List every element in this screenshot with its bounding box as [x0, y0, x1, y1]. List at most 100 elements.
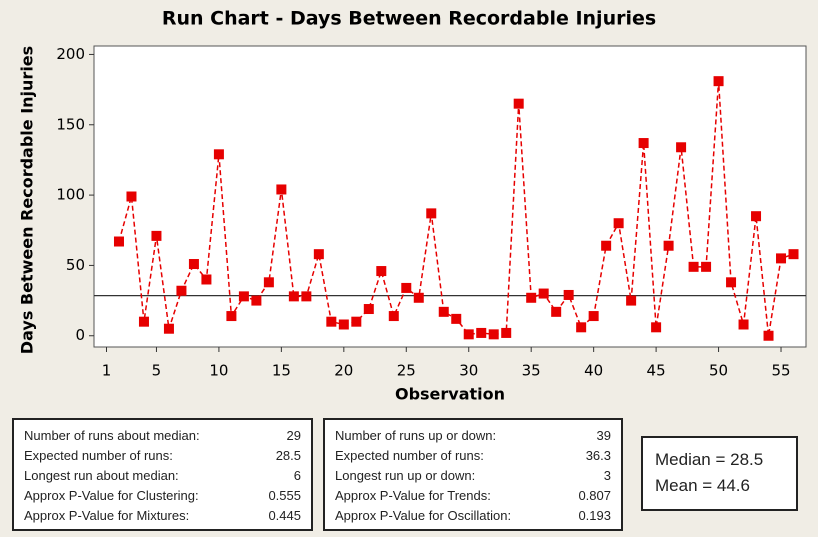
data-point	[526, 292, 537, 303]
data-point	[438, 306, 449, 317]
stat-value: 28.5	[275, 448, 301, 463]
data-point	[513, 98, 524, 109]
data-point	[563, 289, 574, 300]
stat-value: 29	[286, 428, 301, 443]
data-point	[188, 259, 199, 270]
y-axis-label: Days Between Recordable Injuries	[18, 46, 37, 354]
data-point	[276, 184, 287, 195]
data-point	[451, 313, 462, 324]
data-point	[551, 306, 562, 317]
stat-row: Approx P-Value for Clustering: 0.555	[24, 486, 301, 506]
stat-label: Approx P-Value for Trends:	[335, 488, 491, 503]
chart-title: Run Chart - Days Between Recordable Inju…	[162, 8, 656, 30]
stat-row: Longest run up or down: 3	[335, 466, 611, 486]
x-tick-label: 15	[272, 362, 291, 380]
data-point	[201, 274, 212, 285]
stat-row: Longest run about median: 6	[24, 466, 301, 486]
data-point	[176, 285, 187, 296]
data-point	[601, 240, 612, 251]
x-tick-label: 5	[152, 362, 162, 380]
stat-value: 36.3	[585, 448, 611, 463]
data-point	[538, 288, 549, 299]
summary-line: Mean = 44.6	[655, 476, 750, 495]
data-point	[426, 208, 437, 219]
data-point	[638, 138, 649, 149]
runs-updown-box: Number of runs up or down: 39 Expected num…	[323, 418, 623, 531]
data-point	[151, 230, 162, 241]
stat-label: Number of runs about median:	[24, 428, 200, 443]
data-point	[376, 266, 387, 277]
summary-box: Median = 28.5 Mean = 44.6	[641, 436, 798, 511]
data-point	[651, 322, 662, 333]
data-point	[676, 142, 687, 153]
stat-value: 0.445	[268, 508, 301, 523]
stat-label: Approx P-Value for Mixtures:	[24, 508, 190, 523]
data-point	[713, 76, 724, 87]
data-point	[613, 218, 624, 229]
stat-row: Number of runs up or down: 39	[335, 426, 611, 446]
data-point	[488, 329, 499, 340]
data-point	[588, 311, 599, 322]
data-point	[763, 330, 774, 341]
stat-value: 0.555	[268, 488, 301, 503]
data-point	[388, 311, 399, 322]
data-point	[238, 291, 249, 302]
data-point	[113, 236, 124, 247]
stat-row: Number of runs about median: 29	[24, 426, 301, 446]
stat-label: Approx P-Value for Clustering:	[24, 488, 199, 503]
x-tick-label: 35	[522, 362, 541, 380]
x-tick-label: 30	[459, 362, 478, 380]
stat-label: Longest run up or down:	[335, 468, 476, 483]
data-point	[251, 295, 262, 306]
data-point	[126, 191, 137, 202]
data-point	[401, 282, 412, 293]
data-point	[363, 304, 374, 315]
y-tick-label: 50	[66, 256, 85, 274]
stat-row: Approx P-Value for Mixtures: 0.445	[24, 506, 301, 526]
stat-value: 0.807	[578, 488, 611, 503]
x-tick-label: 25	[397, 362, 416, 380]
stat-label: Expected number of runs:	[335, 448, 484, 463]
x-tick-label: 20	[334, 362, 353, 380]
summary-line: Median = 28.5	[655, 450, 764, 469]
stat-value: 0.193	[578, 508, 611, 523]
stat-label: Approx P-Value for Oscillation:	[335, 508, 512, 523]
stat-label: Longest run about median:	[24, 468, 179, 483]
data-point	[776, 253, 787, 264]
y-tick-label: 200	[56, 45, 85, 63]
data-point	[701, 261, 712, 272]
data-point	[688, 261, 699, 272]
data-point	[338, 319, 349, 330]
data-point	[626, 295, 637, 306]
data-point	[163, 323, 174, 334]
y-tick-label: 100	[56, 186, 85, 204]
x-tick-label: 45	[647, 362, 666, 380]
data-point	[226, 311, 237, 322]
data-point	[726, 277, 737, 288]
stat-label: Expected number of runs:	[24, 448, 173, 463]
stat-row: Approx P-Value for Trends: 0.807	[335, 486, 611, 506]
stat-label: Number of runs up or down:	[335, 428, 497, 443]
data-point	[213, 149, 224, 160]
y-tick-label: 150	[56, 115, 85, 133]
data-point	[263, 277, 274, 288]
y-tick-label: 0	[75, 326, 85, 344]
x-tick-label: 10	[209, 362, 228, 380]
stat-row: Approx P-Value for Oscillation: 0.193	[335, 506, 611, 526]
x-tick-label: 55	[771, 362, 790, 380]
data-point	[501, 327, 512, 338]
data-point	[663, 240, 674, 251]
data-point	[463, 329, 474, 340]
chart: Run Chart - Days Between Recordable Inju…	[18, 8, 807, 404]
runs-median-box: Number of runs about median: 29 Expected n…	[12, 418, 313, 531]
data-point	[288, 291, 299, 302]
plot-area	[93, 45, 807, 348]
stat-value: 6	[293, 468, 301, 483]
data-point	[413, 292, 424, 303]
data-point	[738, 319, 749, 330]
data-point	[351, 316, 362, 327]
data-point	[301, 291, 312, 302]
data-point	[313, 249, 324, 260]
data-point	[138, 316, 149, 327]
